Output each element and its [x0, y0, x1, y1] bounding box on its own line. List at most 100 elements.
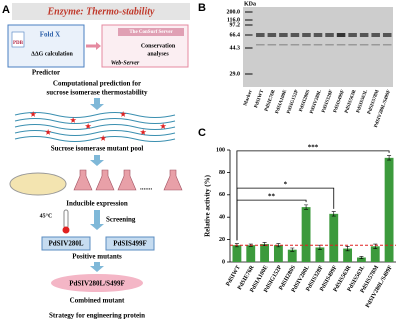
- marker-band: [245, 47, 253, 49]
- protein-band: [290, 33, 300, 37]
- marker-label: 200.0: [227, 9, 241, 15]
- protein-band: [348, 33, 357, 37]
- faint-band: [382, 44, 392, 46]
- panel-letter: B: [198, 2, 206, 14]
- protein-band: [382, 33, 392, 37]
- protein-band: [313, 33, 323, 37]
- expression: Inducible expression: [66, 200, 128, 208]
- positive-box: [41, 236, 91, 251]
- marker-label: 97.2: [230, 22, 241, 28]
- significance-bracket: [236, 199, 307, 241]
- lane-label: PdSIE76R: [264, 89, 277, 112]
- bar: [232, 245, 242, 262]
- y-tick-label: 60: [219, 192, 225, 198]
- faint-band: [302, 44, 311, 46]
- prediction: sucrose isomerase thermostability: [47, 89, 148, 97]
- conservation: Conservation: [141, 43, 176, 49]
- arrows: [90, 98, 104, 272]
- faint-band: [279, 44, 288, 46]
- protein-band: [267, 33, 277, 37]
- faint-band: [359, 44, 369, 46]
- prediction: Computational prediction for: [53, 80, 141, 88]
- combined-label: Combined mutant: [70, 297, 125, 305]
- significance-label: **: [268, 193, 276, 201]
- bar: [315, 247, 325, 262]
- marker-band: [245, 24, 253, 26]
- lane-label: PdSIS499F: [333, 89, 346, 113]
- screening: Screening: [106, 216, 136, 224]
- ddg: ΔΔG calculation: [31, 51, 73, 57]
- faint-band: [325, 44, 334, 46]
- positive-mutant: PdSIS499F: [113, 240, 146, 248]
- pool: Sucrose isomerase mutant pool: [51, 145, 144, 153]
- protein-band: [371, 33, 380, 37]
- faint-band: [348, 44, 357, 46]
- faint-band: [290, 44, 300, 46]
- svg-text:★: ★: [140, 129, 147, 137]
- bar: [287, 249, 297, 262]
- mutation-stars: ★ ★ ★ ★ ★ ★ ★ ★: [30, 111, 167, 143]
- panel-letter: C: [198, 127, 206, 139]
- y-axis-label: Relative activity (%): [204, 174, 212, 236]
- bar: [343, 248, 353, 262]
- protein-band: [279, 33, 288, 37]
- header: Enzyme: Thermo-stability: [47, 6, 156, 17]
- conservation: analyses: [147, 51, 169, 57]
- ellipsis: .......: [140, 184, 153, 192]
- lane-label: PdSII280S: [299, 89, 312, 112]
- lane-label: PdSIS563R: [345, 89, 358, 114]
- significance-label: ***: [308, 143, 319, 151]
- marker-label: 44.3: [230, 45, 241, 51]
- y-tick-label: 100: [216, 147, 225, 153]
- temperature: 45°C: [40, 212, 53, 219]
- faint-band: [256, 44, 265, 46]
- error-bar: [290, 247, 295, 252]
- lane-label: Marker: [243, 89, 254, 107]
- web-server: Web-Server: [111, 60, 140, 66]
- marker-band: [245, 34, 253, 36]
- significance-label: *: [284, 181, 288, 189]
- positive-mutant: PdSIV280L: [48, 240, 83, 248]
- marker-label: 29.0: [230, 71, 241, 77]
- faint-band: [267, 44, 277, 46]
- arrow-head: [96, 42, 101, 50]
- error-bar: [276, 243, 281, 248]
- bar: [246, 245, 256, 262]
- lane-label: PdSIWT: [254, 89, 265, 109]
- positive-label: Positive mutants: [72, 253, 122, 261]
- panel-letter: A: [2, 4, 10, 16]
- bar: [370, 246, 380, 262]
- marker-band: [245, 11, 253, 13]
- consurf-bar: [118, 28, 184, 36]
- error-bar: [331, 211, 336, 217]
- bar: [329, 213, 339, 262]
- bar: [356, 257, 366, 262]
- svg-text:★: ★: [85, 123, 92, 131]
- x-tick-label: PdSIV280L/S499F: [365, 264, 394, 309]
- gel: [243, 7, 393, 87]
- petri-dish: [9, 172, 67, 196]
- bar: [260, 244, 270, 262]
- arrow: [90, 210, 104, 230]
- flasks: [73, 169, 183, 191]
- header-box: [12, 3, 190, 20]
- foldx: Fold X: [40, 31, 60, 39]
- mutant-strands: [14, 112, 176, 142]
- predictor: Predictor: [32, 69, 60, 77]
- bar: [384, 157, 394, 262]
- gel-unit: KDa: [244, 1, 256, 7]
- pdb: PDB: [13, 41, 24, 46]
- faint-band: [371, 44, 380, 46]
- protein-band: [359, 33, 369, 37]
- svg-text:★: ★: [70, 117, 77, 125]
- error-bar: [345, 246, 350, 252]
- protein-band: [256, 33, 265, 37]
- error-bar: [304, 204, 309, 210]
- protein-band: [325, 33, 334, 37]
- significance-bracket: [236, 187, 335, 241]
- marker-label: 66.4: [230, 32, 241, 38]
- y-tick-label: 0: [222, 259, 225, 265]
- marker-label: 116.0: [227, 17, 240, 23]
- svg-text:★: ★: [45, 129, 52, 137]
